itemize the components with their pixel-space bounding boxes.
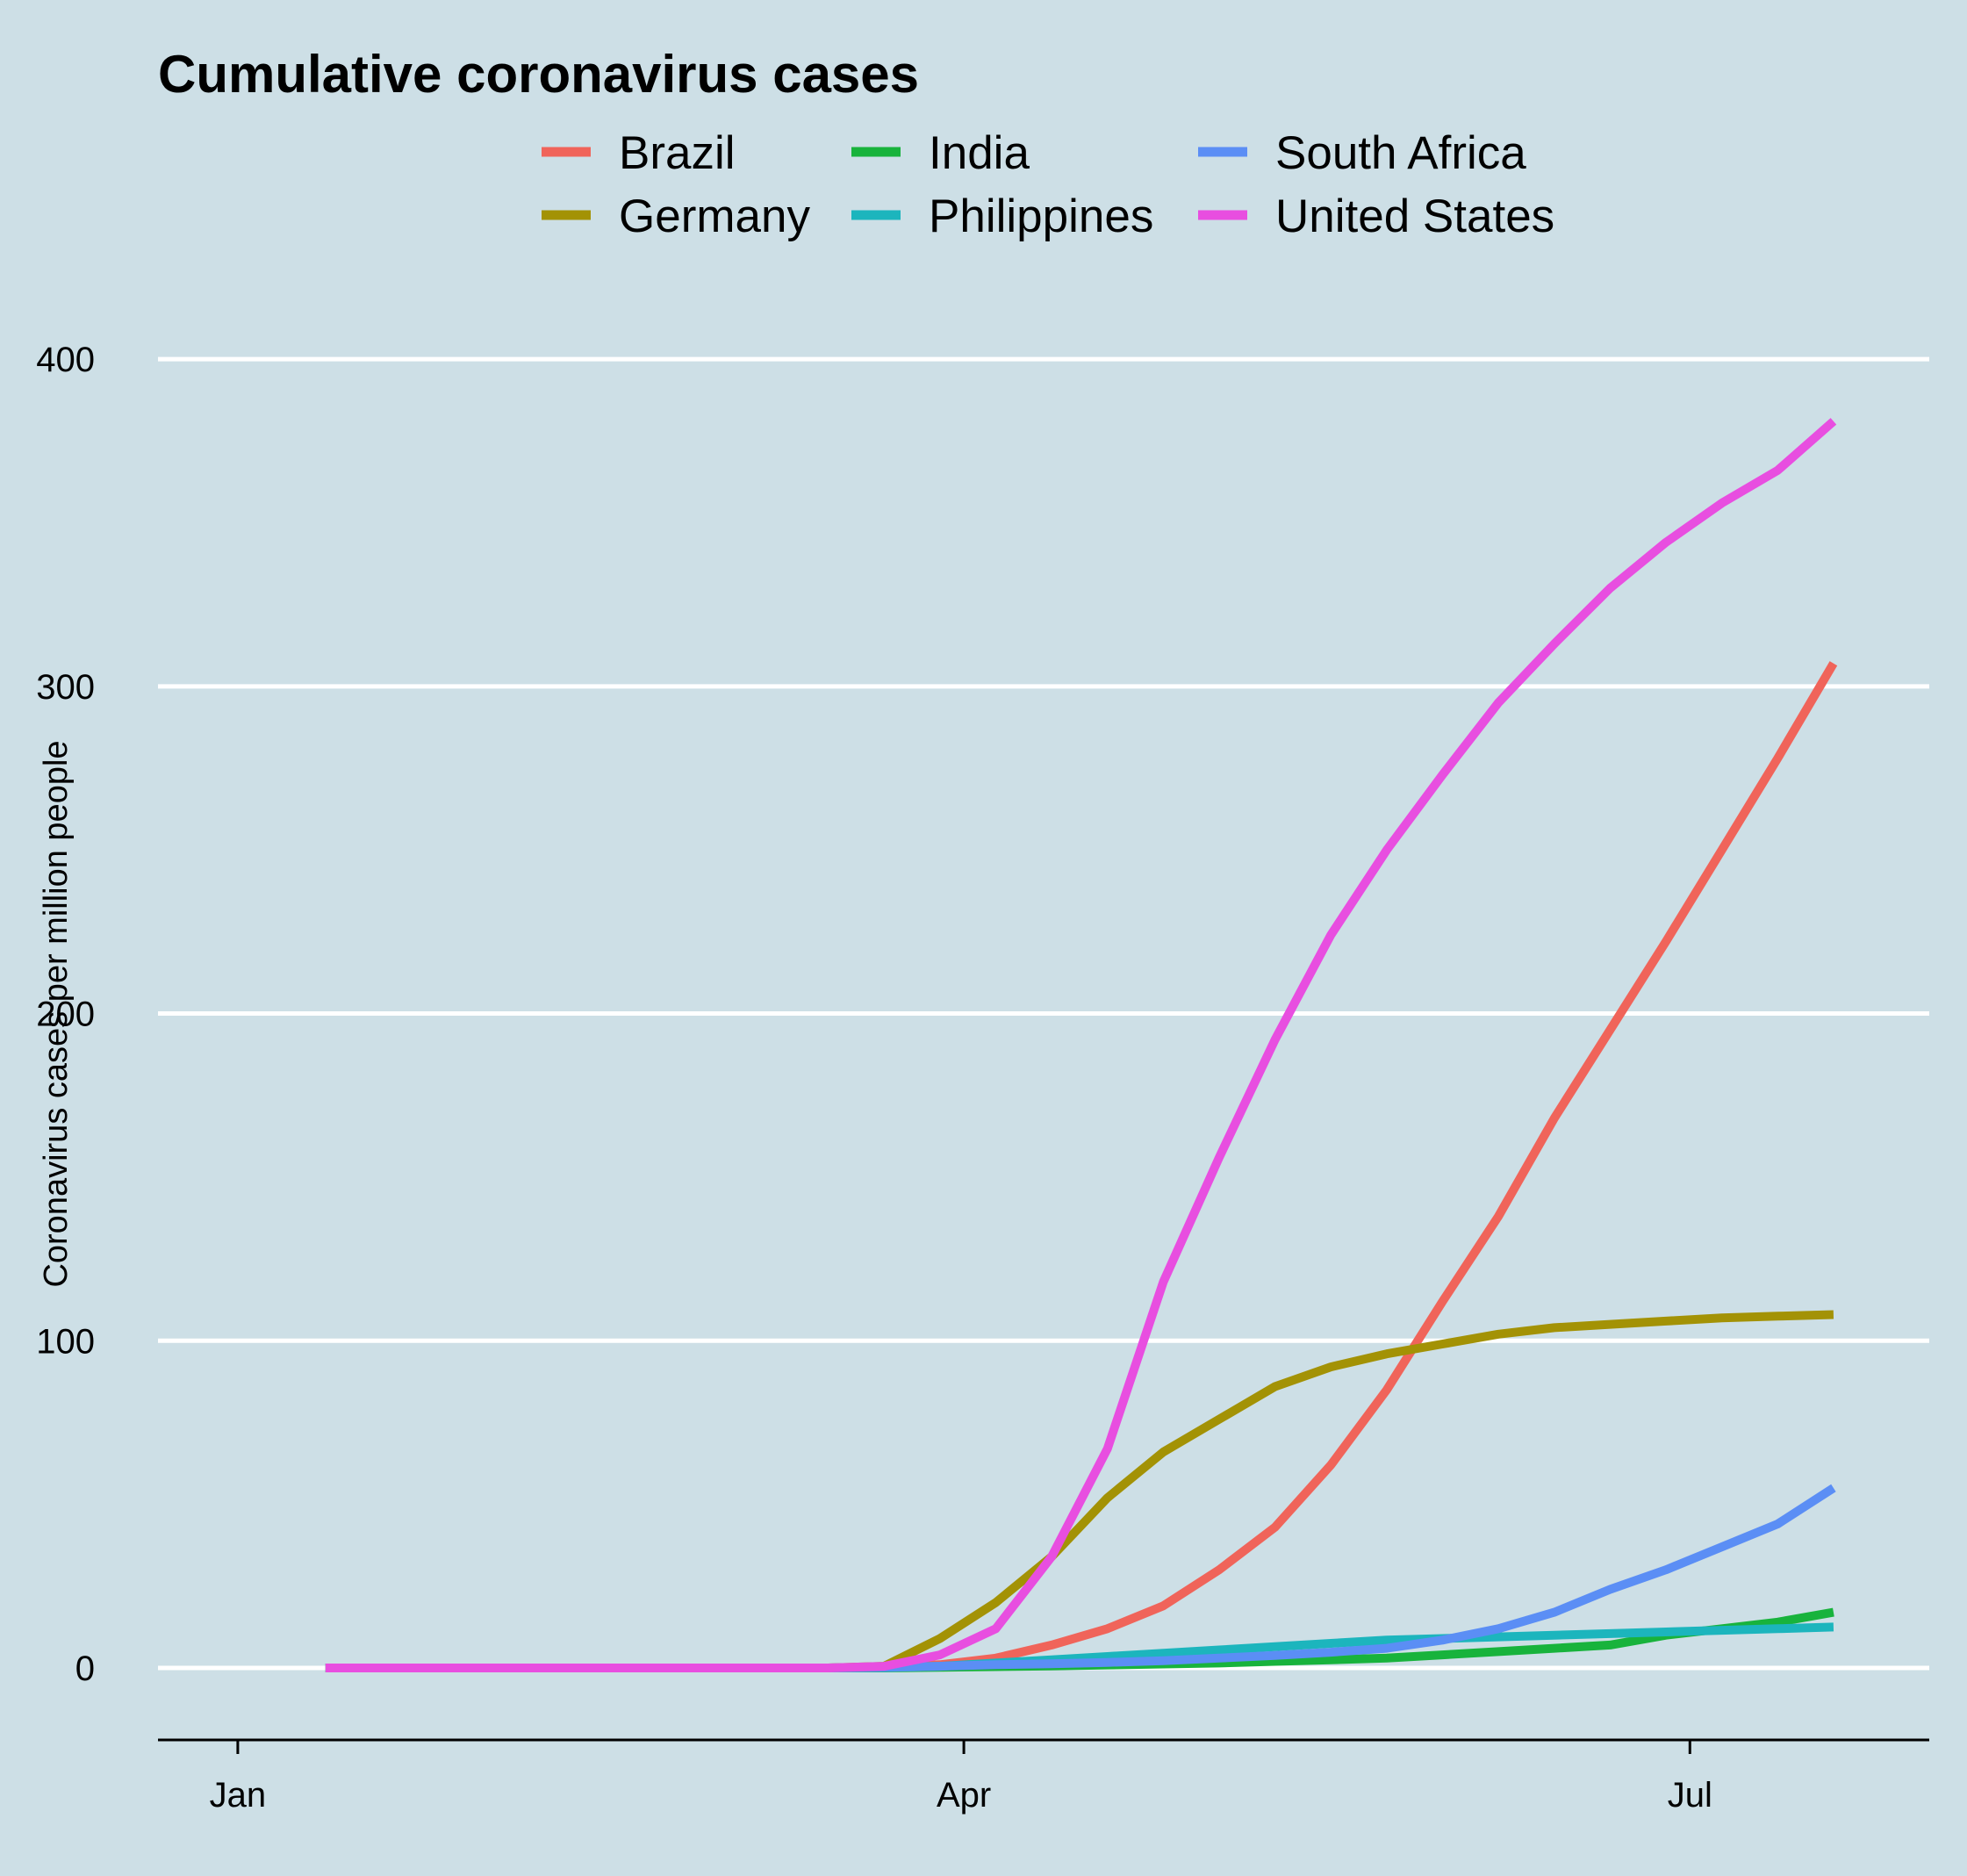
legend-label: United States — [1275, 190, 1554, 242]
legend-label: Germany — [619, 190, 810, 242]
series-line-united-states — [325, 418, 1837, 1672]
legend-label: Philippines — [929, 190, 1153, 242]
x-tick-label: Jan — [210, 1776, 267, 1815]
series-lines — [325, 418, 1838, 1672]
legend-item-united-states: United States — [1198, 190, 1554, 242]
y-tick-label: 300 — [36, 668, 95, 707]
legend-item-philippines: Philippines — [851, 190, 1153, 242]
legend-item-india: India — [851, 127, 1030, 179]
y-tick-label: 0 — [75, 1650, 95, 1688]
y-axis-ticks: 0 100 200 300 400 — [36, 341, 95, 1688]
legend-label: India — [929, 127, 1030, 179]
legend-item-germany: Germany — [542, 190, 810, 242]
legend: Brazil Germany India Philippines South Afric… — [542, 127, 1554, 242]
legend-item-south-africa: South Africa — [1198, 127, 1526, 179]
legend-label: South Africa — [1275, 127, 1526, 179]
y-axis-title: Coronavirus cases per million people — [38, 740, 75, 1287]
legend-item-brazil: Brazil — [542, 127, 736, 179]
y-tick-label: 200 — [36, 996, 95, 1034]
x-tick-label: Apr — [937, 1776, 991, 1815]
legend-label: Brazil — [619, 127, 736, 179]
y-tick-label: 100 — [36, 1322, 95, 1361]
chart-title: Cumulative coronavirus cases — [158, 45, 919, 104]
x-tick-label: Jul — [1668, 1776, 1712, 1815]
x-axis-ticks: Jan Apr Jul — [210, 1740, 1712, 1815]
y-tick-label: 400 — [36, 341, 95, 379]
